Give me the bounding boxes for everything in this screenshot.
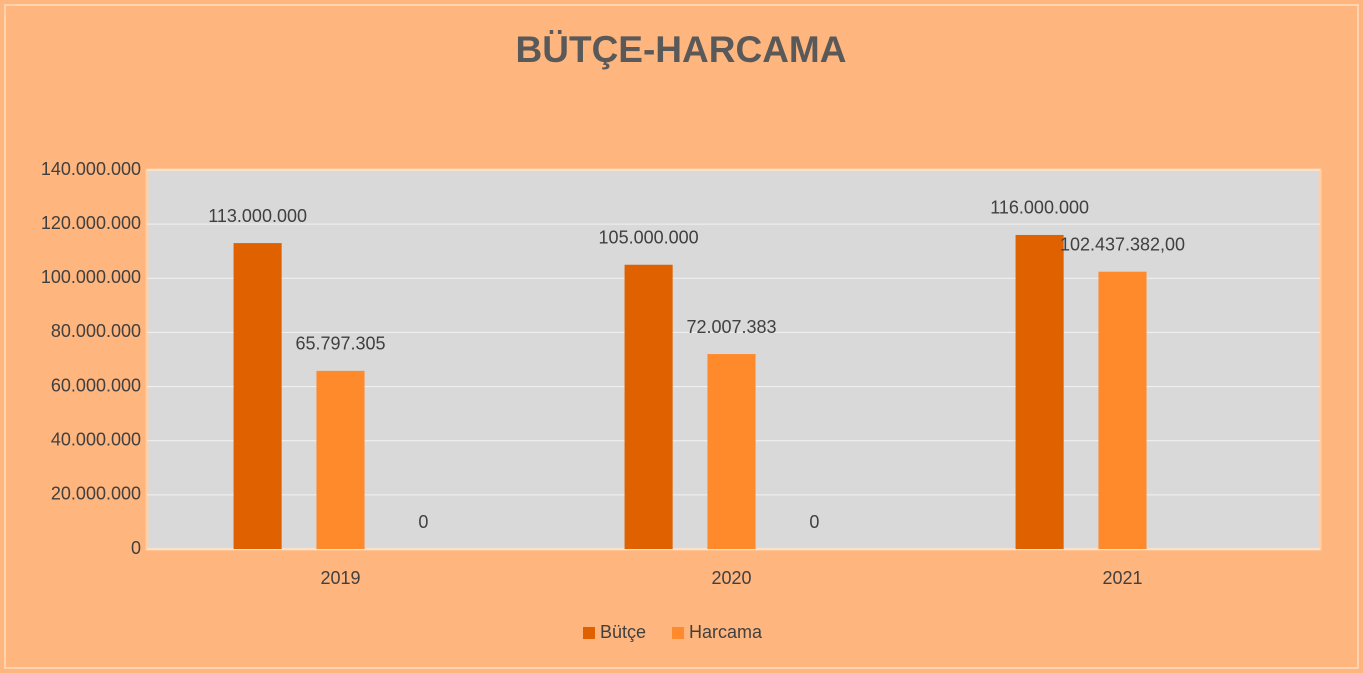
data-label: 0 bbox=[418, 512, 428, 532]
y-tick-label: 140.000.000 bbox=[41, 159, 141, 179]
bar bbox=[233, 243, 282, 550]
bar bbox=[1098, 271, 1147, 549]
y-tick-label: 0 bbox=[131, 538, 141, 558]
data-label: 65.797.305 bbox=[295, 334, 385, 354]
x-tick-label: 2021 bbox=[1102, 568, 1142, 588]
y-tick-label: 60.000.000 bbox=[51, 375, 141, 395]
data-label: 113.000.000 bbox=[208, 206, 307, 226]
y-tick-label: 80.000.000 bbox=[51, 321, 141, 341]
y-tick-label: 100.000.000 bbox=[41, 267, 141, 287]
legend-swatch bbox=[583, 627, 595, 639]
bar bbox=[1015, 234, 1064, 549]
data-label: 102.437.382,00 bbox=[1060, 234, 1185, 254]
x-tick-label: 2020 bbox=[711, 568, 751, 588]
bar bbox=[316, 370, 365, 549]
x-tick-label: 2019 bbox=[320, 568, 360, 588]
legend-label: Bütçe bbox=[600, 622, 646, 642]
data-label: 105.000.000 bbox=[599, 228, 699, 248]
bar bbox=[707, 354, 756, 549]
data-label: 0 bbox=[809, 512, 819, 532]
data-label: 72.007.383 bbox=[686, 317, 776, 337]
legend-label: Harcama bbox=[689, 622, 763, 642]
y-tick-label: 120.000.000 bbox=[41, 213, 141, 233]
frame bbox=[4, 4, 1359, 669]
y-tick-label: 40.000.000 bbox=[51, 429, 141, 449]
y-tick-label: 20.000.000 bbox=[51, 484, 141, 504]
chart-title: BÜTÇE-HARCAMA bbox=[516, 29, 847, 70]
legend-swatch bbox=[672, 627, 685, 639]
bar bbox=[624, 264, 673, 549]
data-label: 116.000.000 bbox=[990, 198, 1089, 218]
